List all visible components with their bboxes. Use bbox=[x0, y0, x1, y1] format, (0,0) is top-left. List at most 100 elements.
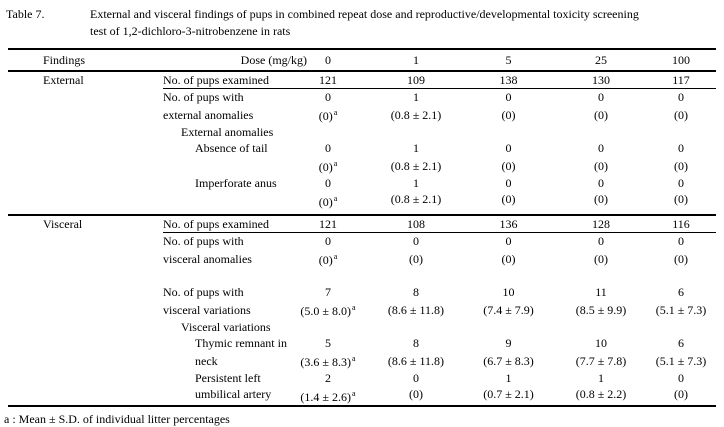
data-cell: 130 bbox=[556, 71, 646, 89]
data-cell: 0 bbox=[678, 234, 684, 248]
data-cell: 121 bbox=[285, 71, 371, 89]
table-row: umbilical artery (1.4 ± 2.6)a (0) (0.7 ± 2.… bbox=[8, 386, 716, 407]
table-row: (0)a (0.8 ± 2.1) (0) (0) (0) bbox=[8, 191, 716, 216]
table-row: visceral anomalies (0)a (0) (0) (0) (0) bbox=[8, 249, 716, 268]
data-cell: 136 bbox=[461, 215, 556, 233]
table-row: External anomalies bbox=[8, 124, 716, 140]
col1-spacer bbox=[8, 370, 163, 386]
col1-spacer bbox=[8, 156, 163, 175]
data-cell: (0) bbox=[556, 191, 646, 216]
data-cell bbox=[646, 319, 716, 335]
data-cell: 7 bbox=[325, 285, 331, 299]
data-cell: (0)a bbox=[318, 159, 338, 174]
data-cell: 1 bbox=[598, 371, 604, 385]
table-number: Table 7. bbox=[6, 7, 45, 21]
data-cell bbox=[556, 268, 646, 284]
col1-spacer bbox=[8, 284, 163, 300]
data-cell bbox=[461, 319, 556, 335]
row-label: Imperforate anus bbox=[195, 176, 277, 190]
table-row: visceral variations (5.0 ± 8.0)a (8.6 ± 11… bbox=[8, 300, 716, 319]
superscript-marker: a bbox=[333, 194, 338, 203]
data-cell: 8 bbox=[413, 285, 419, 299]
data-cell: 128 bbox=[556, 215, 646, 233]
dose-value-header: 25 bbox=[556, 48, 646, 72]
title-line-1: External and visceral findings of pups i… bbox=[90, 7, 639, 21]
table-row: Thymic remnant in 5 8 9 10 6 bbox=[8, 335, 716, 351]
table-row: Visceral variations bbox=[8, 319, 716, 335]
data-cell: (0) bbox=[646, 386, 716, 407]
data-cell: 109 bbox=[371, 71, 461, 89]
table-header-row: Findings Dose (mg/kg) 0 1 5 25 100 bbox=[8, 48, 716, 72]
data-cell bbox=[556, 319, 646, 335]
row-label: visceral anomalies bbox=[163, 251, 252, 266]
row-label: No. of pups with bbox=[163, 90, 244, 104]
data-cell bbox=[371, 319, 461, 335]
section-label: Visceral bbox=[43, 217, 83, 232]
dose-value-header: 1 bbox=[371, 48, 461, 72]
table-row: No. of pups with 0 0 0 0 0 bbox=[8, 233, 716, 250]
row-label bbox=[163, 156, 285, 175]
col1-spacer bbox=[8, 233, 163, 250]
col1-spacer bbox=[8, 191, 163, 216]
col1-spacer bbox=[8, 386, 163, 407]
data-cell: (0.8 ± 2.1) bbox=[371, 191, 461, 216]
row-label: Persistent left bbox=[195, 371, 261, 385]
superscript-marker: a bbox=[352, 389, 356, 398]
data-cell: (0) bbox=[461, 191, 556, 216]
data-cell bbox=[556, 124, 646, 140]
data-cell: (0) bbox=[674, 251, 688, 266]
data-cell: 0 bbox=[678, 371, 684, 385]
data-cell: 1 bbox=[413, 176, 419, 190]
data-cell bbox=[461, 124, 556, 140]
data-cell: (7.4 ± 7.9) bbox=[483, 302, 534, 317]
table-body: External No. of pups examined 121 109 138 130… bbox=[8, 71, 716, 407]
col1-spacer bbox=[8, 105, 163, 124]
table-title: Table 7. External and visceral findings … bbox=[0, 0, 724, 40]
data-cell: (0.7 ± 2.1) bbox=[461, 386, 556, 407]
table-row: neck (3.6 ± 8.3)a (8.6 ± 11.8) (6.7 ± 8.3) (… bbox=[8, 351, 716, 370]
data-cell: 116 bbox=[646, 215, 716, 233]
data-cell: (0) bbox=[501, 251, 516, 266]
data-cell: 0 bbox=[505, 90, 512, 104]
row-label: Thymic remnant in bbox=[195, 336, 287, 350]
data-cell: 0 bbox=[505, 234, 512, 248]
data-cell: (8.5 ± 9.9) bbox=[575, 302, 627, 317]
table-row: Visceral No. of pups examined 121 108 136 128… bbox=[8, 215, 716, 233]
table-row bbox=[8, 268, 716, 284]
data-cell: (0) bbox=[674, 107, 688, 122]
data-cell: 11 bbox=[595, 285, 607, 299]
data-cell: 6 bbox=[678, 336, 684, 350]
data-cell: (0) bbox=[501, 107, 516, 122]
dose-value-header: 0 bbox=[285, 48, 371, 72]
data-cell: (0) bbox=[594, 107, 608, 122]
data-cell: (8.6 ± 11.8) bbox=[387, 302, 445, 317]
col1-spacer bbox=[8, 175, 163, 191]
data-cell: 0 bbox=[598, 234, 604, 248]
title-line-2: test of 1,2-dichloro-3-nitrobenzene in r… bbox=[90, 24, 291, 38]
data-cell bbox=[285, 319, 371, 335]
data-cell: 10 bbox=[502, 285, 515, 299]
data-cell bbox=[371, 124, 461, 140]
data-cell: 0 bbox=[325, 90, 331, 104]
data-cell: 0 bbox=[505, 176, 512, 190]
superscript-marker: a bbox=[333, 159, 338, 168]
footnote: a : Mean ± S.D. of individual litter per… bbox=[4, 412, 230, 426]
col1-spacer bbox=[8, 319, 163, 335]
data-cell: 0 bbox=[598, 176, 604, 190]
col1-spacer bbox=[8, 124, 163, 140]
data-cell: 1 bbox=[505, 371, 512, 385]
data-cell: (5.1 ± 7.3) bbox=[655, 353, 707, 368]
superscript-marker: a bbox=[333, 252, 338, 261]
row-label: No. of pups examined bbox=[163, 215, 285, 233]
data-cell: 1 bbox=[413, 90, 419, 104]
data-cell: (0)a bbox=[318, 108, 338, 123]
data-cell: 0 bbox=[678, 90, 684, 104]
data-cell: 8 bbox=[413, 336, 419, 350]
table-row: Imperforate anus 0 1 0 0 0 bbox=[8, 175, 716, 191]
data-cell bbox=[285, 124, 371, 140]
table-row: No. of pups with 0 1 0 0 0 bbox=[8, 89, 716, 106]
data-cell: (5.1 ± 7.3) bbox=[655, 302, 707, 317]
row-label: Absence of tail bbox=[195, 141, 268, 155]
data-cell bbox=[646, 268, 716, 284]
